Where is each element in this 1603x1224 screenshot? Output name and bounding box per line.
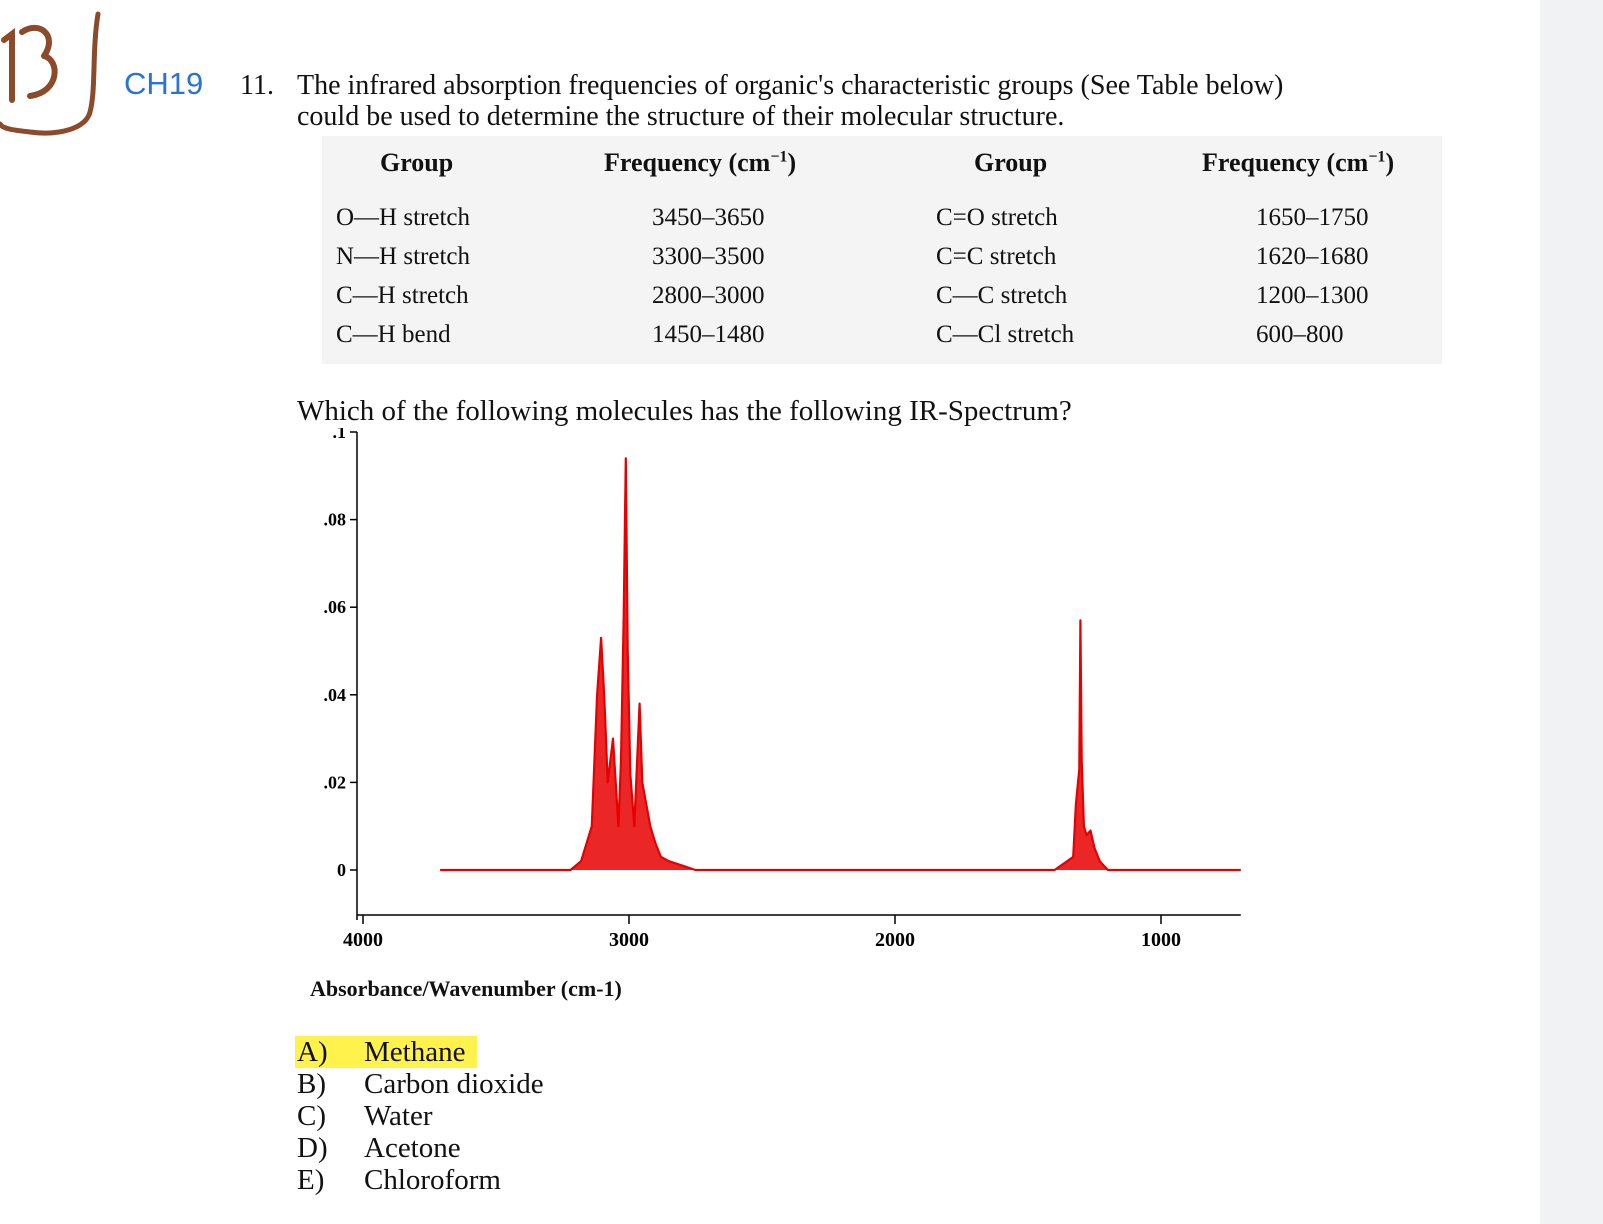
y-tick-label: .06 (324, 597, 347, 617)
chart-axes (356, 432, 1241, 920)
chapter-label: CH19 (124, 66, 204, 101)
prompt-text: Which of the following molecules has the… (297, 395, 1072, 427)
document-page: CH19 11. The infrared absorption frequen… (0, 11, 1497, 1196)
window-gutter (1540, 0, 1603, 1224)
ir-spectrum-chart: .1 .08 .06 .04 .02 0 4000 3000 2000 1000 (324, 428, 1241, 951)
question-text: The infrared absorption frequencies of o… (297, 70, 1497, 132)
choice-text: Carbon dioxide (364, 1068, 544, 1100)
table-cell: N—H stretch (336, 243, 470, 270)
table-cell: C=C stretch (936, 243, 1057, 270)
table-cell: 1620–1680 (1256, 243, 1369, 270)
table-header-group-2: Group (974, 148, 1048, 177)
choice-letter: C) (297, 1100, 326, 1132)
choice-letter: E) (297, 1164, 325, 1196)
y-tick-label: .04 (324, 685, 347, 705)
choice-text: Methane (364, 1036, 466, 1068)
x-tick-label: 1000 (1141, 929, 1181, 951)
frequency-table: Group Frequency (cm−1) Group Frequency (… (322, 136, 1442, 364)
choice-letter: B) (297, 1068, 326, 1100)
spectrum-fill (440, 458, 1241, 870)
handwritten-annotation (0, 11, 101, 136)
table-header-group-1: Group (380, 148, 454, 177)
choice-letter: A) (297, 1036, 328, 1068)
y-tick-label: .08 (324, 510, 347, 530)
table-cell: C=O stretch (936, 204, 1058, 231)
table-header-frequency-1: Frequency (cm−1) (604, 148, 797, 177)
table-cell: 1650–1750 (1256, 204, 1369, 231)
table-cell: 1200–1300 (1256, 282, 1369, 309)
question-line-1: The infrared absorption frequencies of o… (297, 70, 1284, 101)
table-cell: C—C stretch (936, 282, 1068, 309)
table-cell: 600–800 (1256, 321, 1344, 348)
table-cell: 3300–3500 (652, 243, 765, 270)
chart-ticks: .1 .08 .06 .04 .02 0 4000 3000 2000 1000 (324, 428, 1182, 951)
spectrum-line (440, 457, 1241, 872)
highlight-mark (295, 1036, 477, 1068)
choice-text: Chloroform (364, 1164, 501, 1196)
choice-letter: D) (297, 1132, 328, 1164)
y-tick-label: .02 (324, 772, 347, 792)
question-number: 11. (240, 70, 274, 101)
table-cell: 3450–3650 (652, 204, 765, 231)
table-cell: C—H stretch (336, 282, 469, 309)
table-cell: C—Cl stretch (936, 321, 1075, 348)
chart-series (440, 457, 1241, 872)
table-header-frequency-2: Frequency (cm−1) (1202, 148, 1395, 177)
table-cell: 2800–3000 (652, 282, 765, 309)
y-tick-label: .1 (333, 428, 347, 442)
y-tick-label: 0 (337, 860, 346, 880)
table-cell: 1450–1480 (652, 321, 765, 348)
table-cell: O—H stretch (336, 204, 470, 231)
x-axis-title: Absorbance/Wavenumber (cm-1) (310, 976, 622, 1001)
x-tick-label: 3000 (609, 929, 649, 951)
x-tick-label: 2000 (875, 929, 915, 951)
x-tick-label: 4000 (343, 929, 383, 951)
choice-text: Acetone (364, 1132, 461, 1164)
choice-text: Water (364, 1100, 433, 1132)
question-line-2: could be used to determine the structure… (297, 101, 1065, 132)
table-cell: C—H bend (336, 321, 451, 348)
